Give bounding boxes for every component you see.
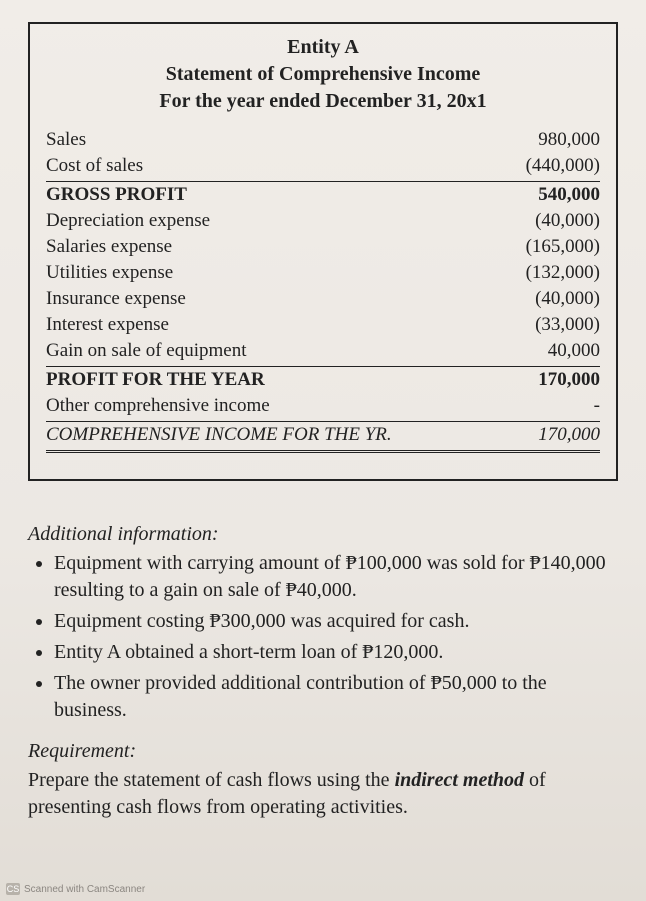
amount: (40,000) (490, 210, 600, 232)
amount: 980,000 (490, 129, 600, 151)
label: Cost of sales (46, 155, 143, 177)
requirement-heading: Requirement: (28, 740, 618, 763)
double-rule (46, 450, 600, 465)
requirement-text: Prepare the statement of cash flows usin… (28, 767, 618, 821)
amount: (132,000) (490, 262, 600, 284)
label: GROSS PROFIT (46, 184, 187, 206)
label: Gain on sale of equipment (46, 340, 247, 362)
line-sales: Sales 980,000 (46, 127, 600, 153)
list-item: Equipment costing ₱300,000 was acquired … (54, 608, 618, 635)
line-cost-of-sales: Cost of sales (440,000) (46, 153, 600, 179)
label: Insurance expense (46, 288, 186, 310)
line-oci: Other comprehensive income - (46, 393, 600, 419)
list-item: Equipment with carrying amount of ₱100,0… (54, 550, 618, 604)
additional-info-heading: Additional information: (28, 523, 618, 546)
amount: 170,000 (490, 369, 600, 391)
label: COMPREHENSIVE INCOME FOR THE YR. (46, 424, 392, 446)
line-profit-for-year: PROFIT FOR THE YEAR 170,000 (46, 366, 600, 393)
amount: (40,000) (490, 288, 600, 310)
income-statement-box: Entity A Statement of Comprehensive Inco… (28, 22, 618, 481)
requirement-emph: indirect method (395, 769, 524, 791)
entity-name: Entity A (46, 34, 600, 61)
watermark-badge-icon: CS (6, 883, 20, 895)
label: Other comprehensive income (46, 395, 270, 417)
statement-title: Statement of Comprehensive Income (46, 61, 600, 88)
amount: (165,000) (490, 236, 600, 258)
label: Salaries expense (46, 236, 172, 258)
statement-period: For the year ended December 31, 20x1 (46, 88, 600, 115)
line-gain-on-sale: Gain on sale of equipment 40,000 (46, 338, 600, 364)
requirement-pre: Prepare the statement of cash flows usin… (28, 769, 395, 791)
line-comprehensive-income: COMPREHENSIVE INCOME FOR THE YR. 170,000 (46, 421, 600, 448)
spacer (28, 481, 618, 519)
amount: 170,000 (490, 424, 600, 446)
statement-header: Entity A Statement of Comprehensive Inco… (46, 34, 600, 115)
line-interest: Interest expense (33,000) (46, 312, 600, 338)
line-utilities: Utilities expense (132,000) (46, 260, 600, 286)
amount: 540,000 (490, 184, 600, 206)
amount: (33,000) (490, 314, 600, 336)
label: Sales (46, 129, 86, 151)
line-depreciation: Depreciation expense (40,000) (46, 208, 600, 234)
list-item: The owner provided additional contributi… (54, 670, 618, 724)
line-salaries: Salaries expense (165,000) (46, 234, 600, 260)
amount: - (490, 395, 600, 417)
additional-info-list: Equipment with carrying amount of ₱100,0… (28, 550, 618, 724)
label: Interest expense (46, 314, 169, 336)
amount: (440,000) (490, 155, 600, 177)
scanner-watermark: CS Scanned with CamScanner (6, 883, 145, 895)
line-insurance: Insurance expense (40,000) (46, 286, 600, 312)
label: Depreciation expense (46, 210, 210, 232)
document-page: Entity A Statement of Comprehensive Inco… (0, 0, 646, 901)
watermark-text: Scanned with CamScanner (24, 884, 145, 895)
amount: 40,000 (490, 340, 600, 362)
line-gross-profit: GROSS PROFIT 540,000 (46, 181, 600, 208)
list-item: Entity A obtained a short-term loan of ₱… (54, 639, 618, 666)
label: PROFIT FOR THE YEAR (46, 369, 265, 391)
label: Utilities expense (46, 262, 173, 284)
